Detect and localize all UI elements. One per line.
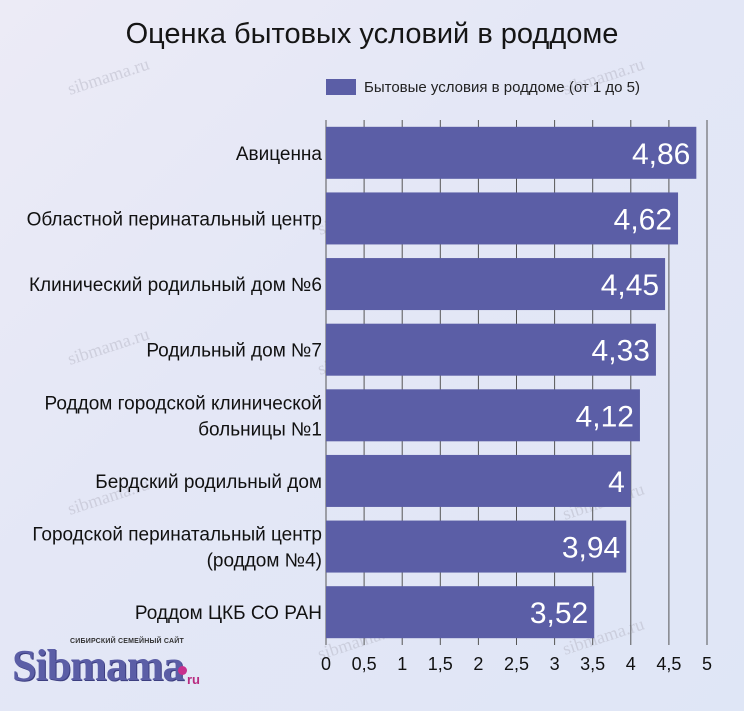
data-label: 3,52: [530, 597, 588, 630]
data-label: 4,12: [576, 400, 634, 433]
watermark-text: sibmama.ru: [65, 324, 152, 369]
category-label: Роддом ЦКБ СО РАН: [135, 603, 322, 624]
legend-label: Бытовые условия в роддоме (от 1 до 5): [364, 78, 640, 96]
x-tick-label: 2,5: [504, 654, 529, 674]
bar: [326, 192, 679, 245]
logo-dot-icon: [178, 666, 187, 675]
x-tick-label: 4: [626, 654, 636, 674]
bar: [326, 126, 697, 179]
x-tick-label: 0,5: [352, 654, 377, 674]
category-label: Клинический родильный дом №6: [29, 275, 322, 296]
category-label: Областной перинатальный центр: [27, 209, 322, 230]
data-label: 3,94: [562, 532, 620, 565]
data-label: 4,86: [632, 138, 690, 171]
x-tick-label: 4,5: [656, 654, 681, 674]
category-label: Городской перинатальный центр: [32, 525, 322, 546]
category-label: Родильный дом №7: [146, 341, 322, 362]
data-label: 4,45: [601, 269, 659, 302]
bar: [326, 520, 627, 573]
data-label: 4: [608, 466, 625, 499]
category-label: Авиценна: [236, 144, 323, 165]
logo-tagline: СИБИРСКИЙ СЕМЕЙНЫЙ САЙТ: [70, 638, 184, 645]
legend-swatch: [326, 79, 356, 95]
category-label: Бердский родильный дом: [95, 472, 322, 493]
category-label: больницы №1: [198, 419, 322, 440]
logo-suffix: ru: [187, 672, 200, 687]
x-tick-label: 5: [702, 654, 712, 674]
data-label: 4,62: [614, 203, 672, 236]
category-label: (роддом №4): [207, 551, 322, 572]
x-tick-label: 1,5: [428, 654, 453, 674]
x-tick-label: 3,5: [580, 654, 605, 674]
x-tick-label: 1: [397, 654, 407, 674]
watermark-text: sibmama.ru: [65, 54, 152, 99]
legend: Бытовые условия в роддоме (от 1 до 5): [326, 78, 640, 96]
x-tick-label: 0: [321, 654, 331, 674]
bar: [326, 258, 666, 311]
x-tick-label: 3: [550, 654, 560, 674]
bar: [326, 454, 631, 507]
category-label: Роддом городской клинической: [45, 393, 322, 414]
chart-title: Оценка бытовых условий в роддоме: [125, 18, 619, 50]
bar: [326, 389, 640, 442]
data-label: 4,33: [592, 335, 650, 368]
bar: [326, 323, 656, 376]
bar: [326, 586, 595, 639]
sibmama-logo: Sibmama СИБИРСКИЙ СЕМЕЙНЫЙ САЙТ ru: [12, 636, 202, 694]
watermark-text: sibmama.ru: [560, 54, 647, 99]
logo-name: Sibmama: [12, 641, 184, 690]
x-tick-label: 2: [473, 654, 483, 674]
